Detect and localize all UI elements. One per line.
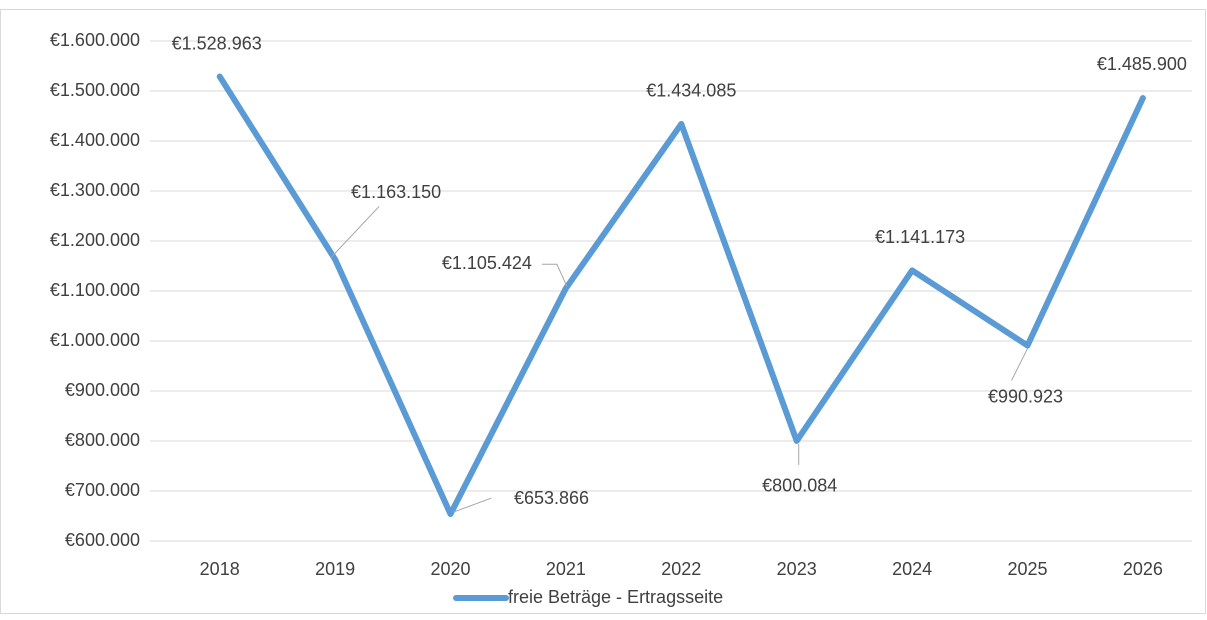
y-tick-label: €600.000 (65, 530, 140, 550)
y-tick-label: €1.600.000 (50, 30, 140, 50)
y-tick-label: €700.000 (65, 480, 140, 500)
data-label: €1.105.424 (442, 253, 532, 273)
leader-line (453, 497, 492, 513)
leader-line (1011, 348, 1028, 381)
line (216, 73, 1146, 518)
x-tick-label: 2022 (661, 559, 701, 579)
y-tick-label: €1.200.000 (50, 230, 140, 250)
y-tick-label: €1.000.000 (50, 330, 140, 350)
x-tick-label: 2018 (200, 559, 240, 579)
data-label: €1.163.150 (351, 182, 441, 202)
data-label: €653.866 (514, 488, 589, 508)
leader-line (541, 263, 568, 287)
y-tick-label: €800.000 (65, 430, 140, 450)
x-tick-label: 2026 (1123, 559, 1163, 579)
legend-label: freie Beträge - Ertragsseite (508, 587, 723, 607)
y-tick-label: €1.500.000 (50, 80, 140, 100)
x-tick-label: 2025 (1007, 559, 1047, 579)
x-tick-label: 2023 (777, 559, 817, 579)
x-tick-label: 2021 (546, 559, 586, 579)
y-tick-label: €1.300.000 (50, 180, 140, 200)
data-label: €1.141.173 (875, 227, 965, 247)
data-label: €1.485.900 (1097, 54, 1187, 74)
data-label: €1.528.963 (172, 33, 262, 53)
y-tick-label: €1.100.000 (50, 280, 140, 300)
chart-frame (0, 9, 1206, 614)
x-tick-label: 2024 (892, 559, 932, 579)
leader-line (330, 206, 380, 258)
y-tick-label: €900.000 (65, 380, 140, 400)
x-tick-label: 2019 (315, 559, 355, 579)
data-label: €1.434.085 (646, 81, 736, 101)
data-label: €800.084 (762, 476, 837, 496)
data-label: €990.923 (988, 386, 1063, 406)
y-tick-label: €1.400.000 (50, 130, 140, 150)
x-tick-label: 2020 (430, 559, 470, 579)
